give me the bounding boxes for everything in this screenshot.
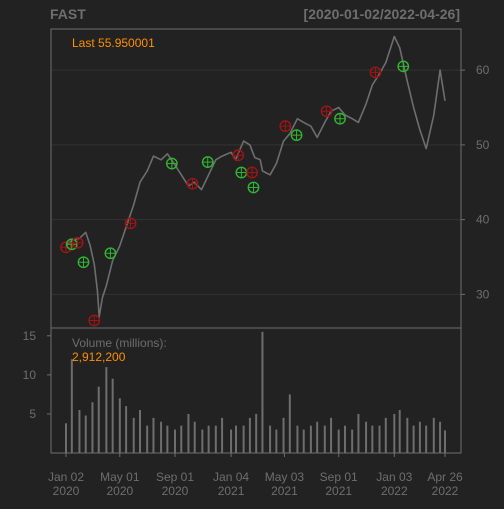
x-axis-tick-label-date: Jan 03 [376, 470, 412, 484]
signal-marker [397, 60, 410, 73]
price-line-group [65, 35, 446, 318]
signal-marker [246, 166, 259, 179]
x-axis-tick-label-date: Jan 04 [213, 470, 249, 484]
signal-marker [77, 256, 90, 269]
price-y-tick-label: 50 [476, 138, 490, 152]
price-y-tick-label: 60 [476, 63, 490, 77]
volume-title: Volume (millions): [72, 336, 167, 350]
x-axis-tick-label-year: 2021 [218, 484, 245, 498]
signal-markers [60, 60, 410, 327]
x-axis-tick-label-date: Apr 26 [427, 470, 463, 484]
signal-marker [279, 120, 292, 133]
x-axis-tick-label-year: 2020 [162, 484, 189, 498]
signal-marker [232, 149, 245, 162]
signal-marker [320, 105, 333, 118]
volume-y-tick-label: 15 [23, 329, 37, 343]
volume-y-tick-label: 10 [23, 368, 37, 382]
x-axis-tick-label-date: Jan 02 [48, 470, 84, 484]
signal-marker [290, 129, 303, 142]
signal-marker [71, 236, 84, 249]
signal-marker [235, 166, 248, 179]
signal-marker [88, 314, 101, 327]
x-axis-tick-label-date: May 03 [265, 470, 305, 484]
volume-y-tick-label: 5 [29, 407, 36, 421]
signal-marker [247, 181, 260, 194]
signal-marker [201, 156, 214, 168]
price-y-tick-label: 30 [476, 287, 490, 301]
chart-title-date-range: [2020-01-02/2022-04-26] [304, 6, 460, 22]
signal-marker [165, 157, 178, 170]
x-axis-tick-label-year: 2020 [106, 484, 133, 498]
signal-marker [124, 217, 137, 230]
x-axis-tick-label-date: May 01 [100, 470, 140, 484]
price-series-line [65, 35, 446, 318]
x-axis-tick-label-year: 2021 [325, 484, 352, 498]
price-gridlines [51, 69, 461, 295]
x-axis-tick-label-year: 2022 [381, 484, 408, 498]
chart-title-symbol: FAST [50, 6, 86, 22]
volume-y-axis: 5 10 15 [23, 329, 51, 421]
signal-marker [369, 66, 382, 79]
x-axis-tick-label-year: 2022 [432, 484, 459, 498]
x-axis-tick-label-year: 2021 [271, 484, 298, 498]
signal-marker [65, 238, 78, 251]
x-axis-tick-label-date: Sep 01 [156, 470, 194, 484]
x-axis-tick-label-date: Sep 01 [320, 470, 358, 484]
signal-marker [334, 112, 346, 125]
price-y-axis: 30 40 50 60 [461, 63, 490, 301]
volume-last-value: 2,912,200 [72, 350, 126, 364]
volume-bars [65, 331, 446, 453]
signal-marker [186, 177, 199, 190]
signal-marker [104, 247, 117, 260]
x-axis-tick-label-year: 2020 [53, 484, 80, 498]
last-price-label: Last 55.950001 [72, 36, 155, 50]
price-y-tick-label: 40 [476, 213, 490, 227]
